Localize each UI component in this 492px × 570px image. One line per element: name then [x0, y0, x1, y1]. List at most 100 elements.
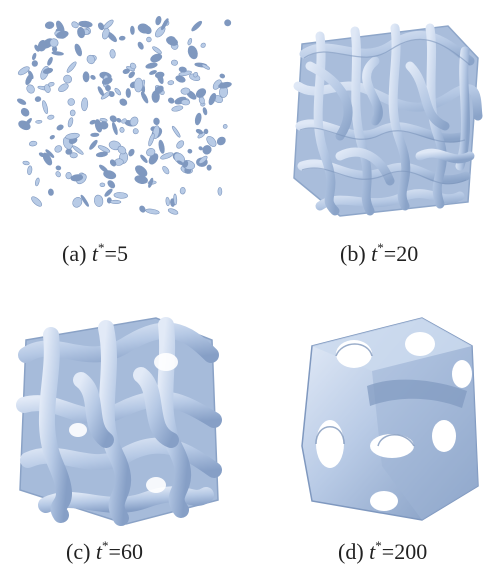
panel-d-letter: (d) — [338, 539, 364, 564]
droplet — [47, 188, 54, 196]
droplet — [154, 85, 164, 94]
droplet — [201, 63, 210, 70]
droplet — [97, 86, 104, 96]
panel-d-value: =200 — [381, 539, 428, 564]
droplet — [35, 119, 43, 124]
panel-d-image — [272, 296, 490, 532]
droplet — [167, 208, 179, 215]
panel-a-caption: (a) t*=5 — [62, 240, 128, 267]
droplet — [95, 151, 108, 158]
droplet — [176, 140, 185, 149]
droplet — [194, 112, 202, 126]
droplet — [128, 148, 135, 157]
droplet — [42, 152, 53, 166]
droplet — [152, 46, 162, 55]
droplet — [155, 15, 162, 26]
droplet — [67, 117, 74, 128]
panel-b-network — [293, 23, 483, 217]
droplet — [148, 133, 155, 147]
droplet — [119, 127, 125, 133]
droplet — [187, 38, 193, 46]
droplet — [167, 80, 175, 86]
droplet — [89, 139, 98, 150]
droplet — [118, 35, 126, 41]
droplet — [58, 83, 69, 93]
droplet — [148, 177, 154, 188]
panel-c-var: t — [95, 539, 103, 564]
panel-a-value: =5 — [104, 241, 128, 266]
droplet — [180, 99, 191, 106]
droplet — [23, 118, 32, 129]
droplet — [179, 187, 186, 195]
panel-b-caption: (b) t*=20 — [340, 240, 418, 267]
droplet — [171, 105, 184, 112]
droplet — [160, 152, 174, 160]
droplet — [90, 74, 96, 80]
droplet — [102, 28, 110, 40]
droplet — [108, 91, 115, 98]
panel-b-value: =20 — [383, 241, 419, 266]
droplet — [81, 97, 89, 112]
panel-d-sup: * — [375, 538, 382, 553]
panel-c-value: =60 — [108, 539, 143, 564]
droplet — [173, 193, 178, 206]
panel-a-image — [8, 6, 240, 228]
droplet — [103, 170, 117, 180]
panel-b-letter: (b) — [340, 241, 366, 266]
droplet — [195, 128, 203, 135]
droplet — [77, 27, 86, 39]
panel-b-image — [280, 6, 490, 226]
droplet — [153, 117, 160, 126]
droplet — [130, 25, 135, 35]
droplet — [67, 98, 75, 106]
droplet — [167, 97, 175, 104]
droplet — [129, 116, 139, 127]
droplet — [129, 62, 137, 70]
droplet — [72, 197, 83, 208]
droplet — [125, 88, 131, 98]
droplet — [132, 128, 139, 135]
droplet — [44, 84, 51, 93]
droplet — [110, 199, 122, 204]
panel-c-letter: (c) — [66, 539, 91, 564]
droplet — [114, 87, 122, 96]
droplet — [99, 182, 106, 188]
panel-d-structure — [301, 317, 479, 521]
droplet — [206, 164, 212, 171]
droplet — [47, 82, 55, 87]
droplet — [219, 82, 225, 87]
droplet — [56, 30, 69, 39]
droplet — [104, 188, 113, 197]
droplet — [28, 140, 38, 147]
droplet — [17, 66, 30, 76]
droplet — [93, 194, 104, 207]
droplet — [16, 98, 27, 105]
droplet — [103, 19, 114, 30]
droplet — [217, 187, 223, 196]
droplet — [74, 43, 83, 57]
droplet — [82, 71, 90, 83]
panel-a-letter: (a) — [62, 241, 87, 266]
droplet — [72, 145, 84, 155]
droplet — [193, 71, 199, 78]
droplet — [54, 145, 63, 153]
droplet — [20, 107, 30, 117]
droplet — [78, 20, 93, 28]
droplet — [55, 171, 61, 178]
droplet — [161, 18, 169, 31]
droplet — [42, 67, 54, 74]
droplet — [219, 73, 226, 79]
droplet — [175, 75, 186, 83]
droplet — [38, 152, 45, 158]
droplet — [107, 180, 116, 189]
droplet — [203, 128, 209, 135]
droplet — [139, 205, 146, 213]
droplet — [187, 45, 198, 60]
droplet — [195, 88, 207, 98]
panel-c-sup: * — [102, 538, 109, 553]
droplet — [137, 41, 144, 50]
droplet — [45, 149, 55, 158]
droplet — [80, 194, 89, 207]
droplet — [176, 160, 184, 166]
droplet — [31, 196, 43, 207]
